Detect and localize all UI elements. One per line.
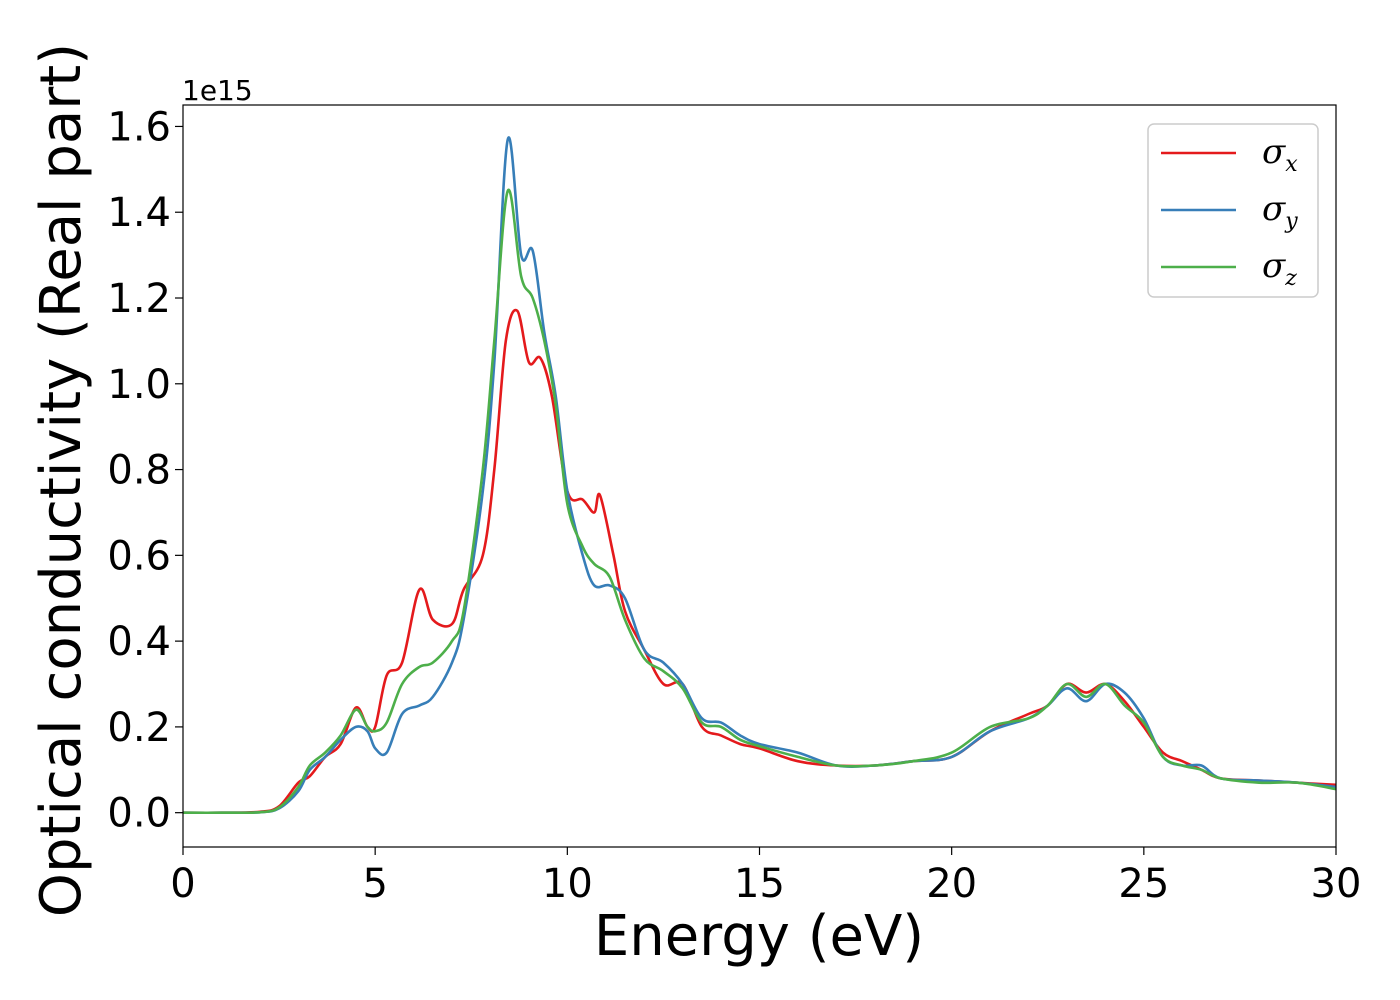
y-tick-label: 0.0 <box>107 791 171 837</box>
x-tick-label: 30 <box>1311 861 1362 907</box>
x-tick-label: 15 <box>734 861 785 907</box>
series-line-y <box>182 136 1337 815</box>
y-offset-text: 1e15 <box>182 74 253 107</box>
series-line-z <box>182 188 1337 815</box>
x-tick-label: 5 <box>362 861 387 907</box>
y-tick-label: 0.8 <box>107 448 171 494</box>
x-axis-title: Energy (eV) <box>594 904 924 969</box>
y-tick-label: 1.6 <box>107 104 171 150</box>
y-axis-title: Optical conductivity (Real part) <box>29 43 94 917</box>
series-line-x <box>182 308 1337 815</box>
plot-lines <box>182 136 1337 815</box>
legend-subscript-x: x <box>1285 152 1298 177</box>
x-tick-label: 25 <box>1118 861 1169 907</box>
y-tick-label: 1.0 <box>107 362 171 408</box>
y-tick-label: 0.4 <box>107 619 171 665</box>
y-tick-label: 1.2 <box>107 276 171 322</box>
legend-subscript-z: z <box>1284 266 1297 291</box>
y-tick-label: 0.6 <box>107 533 171 579</box>
x-axis: 0 5 10 15 20 25 30 <box>170 847 1361 907</box>
x-tick-label: 10 <box>542 861 593 907</box>
y-tick-label: 1.4 <box>107 190 171 236</box>
legend-subscript-y: y <box>1284 209 1298 234</box>
x-tick-label: 0 <box>170 861 195 907</box>
y-tick-label: 0.2 <box>107 705 171 751</box>
y-axis: 0.0 0.2 0.4 0.6 0.8 1.0 1.2 1.4 1.6 <box>107 104 183 837</box>
x-tick-label: 20 <box>926 861 977 907</box>
